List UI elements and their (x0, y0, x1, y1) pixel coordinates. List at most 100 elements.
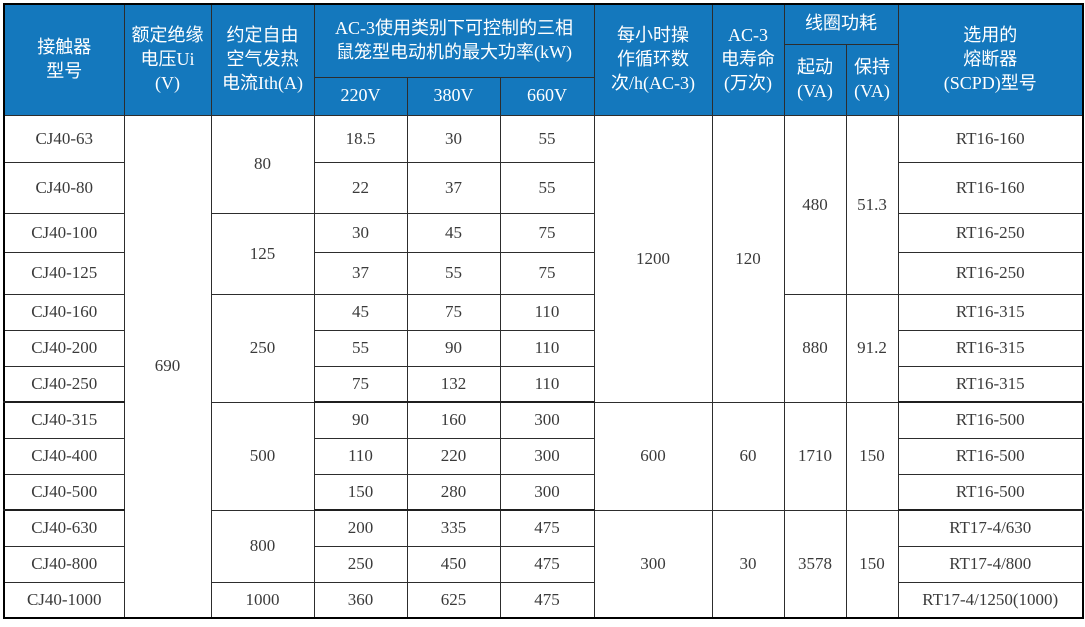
power-380-cell: 625 (406, 581, 501, 619)
contactor-spec-table: 接触器 型号 额定绝缘 电压Ui (V) 约定自由 空气发热 电流Ith(A) … (3, 3, 1084, 619)
model-cell: CJ40-100 (3, 212, 125, 253)
fuse-cell: RT17-4/800 (897, 545, 1084, 583)
table-row: CJ40-315 500 90 160 300 600 60 1710 150 … (3, 401, 1084, 511)
power-220-cell: 37 (313, 251, 408, 295)
fuse-cell: RT17-4/1250(1000) (897, 581, 1084, 619)
fuse-cell: RT16-500 (897, 401, 1084, 439)
table-row: CJ40-200 55 90 110 RT16-315 (3, 329, 1084, 367)
table-header: 接触器 型号 额定绝缘 电压Ui (V) 约定自由 空气发热 电流Ith(A) … (3, 3, 1084, 116)
model-cell: CJ40-160 (3, 293, 125, 331)
header-model: 接触器 型号 (3, 3, 125, 116)
power-380-cell: 90 (406, 329, 501, 367)
table-row: CJ40-800 250 450 475 RT17-4/800 (3, 545, 1084, 583)
ith-cell: 80 (210, 114, 315, 214)
power-220-cell: 150 (313, 473, 408, 511)
header-220v: 220V (313, 76, 408, 116)
fuse-cell: RT16-500 (897, 437, 1084, 475)
power-380-cell: 160 (406, 401, 501, 439)
table-row: CJ40-250 75 132 110 RT16-315 (3, 365, 1084, 403)
power-660-cell: 475 (499, 509, 595, 547)
header-rated-insulation-voltage: 额定绝缘 电压Ui (V) (123, 3, 212, 116)
power-660-cell: 475 (499, 581, 595, 619)
power-660-cell: 75 (499, 212, 595, 253)
power-220-cell: 250 (313, 545, 408, 583)
model-cell: CJ40-800 (3, 545, 125, 583)
table-body: CJ40-63 690 80 18.5 30 55 1200 120 480 5… (3, 114, 1084, 619)
fuse-cell: RT17-4/630 (897, 509, 1084, 547)
power-660-cell: 110 (499, 329, 595, 367)
fuse-cell: RT16-160 (897, 161, 1084, 214)
table-row: CJ40-1000 1000 360 625 475 RT17-4/1250(1… (3, 581, 1084, 619)
ith-cell: 250 (210, 293, 315, 403)
power-380-cell: 45 (406, 212, 501, 253)
header-electrical-life: AC-3 电寿命 (万次) (711, 3, 785, 116)
table-row: CJ40-500 150 280 300 RT16-500 (3, 473, 1084, 511)
ui-cell: 690 (123, 114, 212, 619)
table-row: CJ40-100 125 30 45 75 RT16-250 (3, 212, 1084, 295)
header-coil-start: 起动 (VA) (783, 43, 847, 116)
life-cell: 30 (711, 509, 785, 619)
fuse-cell: RT16-250 (897, 251, 1084, 295)
life-cell: 60 (711, 401, 785, 511)
ith-cell: 1000 (210, 581, 315, 619)
coil-hold-cell: 150 (845, 509, 899, 619)
power-220-cell: 55 (313, 329, 408, 367)
fuse-cell: RT16-315 (897, 293, 1084, 331)
fuse-cell: RT16-160 (897, 114, 1084, 163)
power-660-cell: 300 (499, 401, 595, 439)
ith-cell: 125 (210, 212, 315, 295)
table-row: CJ40-160 250 45 75 110 880 91.2 RT16-315 (3, 293, 1084, 403)
fuse-cell: RT16-250 (897, 212, 1084, 253)
model-cell: CJ40-630 (3, 509, 125, 547)
model-cell: CJ40-250 (3, 365, 125, 403)
coil-hold-cell: 150 (845, 401, 899, 511)
ops-cell: 600 (593, 401, 713, 511)
life-cell: 120 (711, 114, 785, 403)
header-row-3: 220V 380V 660V (4, 76, 1083, 116)
coil-hold-cell: 51.3 (845, 114, 899, 295)
power-660-cell: 55 (499, 114, 595, 163)
power-380-cell: 335 (406, 509, 501, 547)
power-380-cell: 450 (406, 545, 501, 583)
power-660-cell: 55 (499, 161, 595, 214)
power-380-cell: 220 (406, 437, 501, 475)
ith-cell: 500 (210, 401, 315, 511)
power-220-cell: 22 (313, 161, 408, 214)
power-220-cell: 75 (313, 365, 408, 403)
coil-start-cell: 480 (783, 114, 847, 295)
power-380-cell: 75 (406, 293, 501, 331)
model-cell: CJ40-500 (3, 473, 125, 511)
coil-start-cell: 880 (783, 293, 847, 403)
power-660-cell: 475 (499, 545, 595, 583)
header-380v: 380V (406, 76, 501, 116)
power-220-cell: 18.5 (313, 114, 408, 163)
model-cell: CJ40-1000 (3, 581, 125, 619)
coil-start-cell: 1710 (783, 401, 847, 511)
power-660-cell: 110 (499, 365, 595, 403)
table-row: CJ40-80 22 37 55 RT16-160 (3, 161, 1084, 214)
model-cell: CJ40-63 (3, 114, 125, 163)
coil-hold-cell: 91.2 (845, 293, 899, 403)
model-cell: CJ40-125 (3, 251, 125, 295)
header-660v: 660V (499, 76, 595, 116)
ith-cell: 800 (210, 509, 315, 583)
fuse-cell: RT16-500 (897, 473, 1084, 511)
power-660-cell: 300 (499, 437, 595, 475)
table-row: CJ40-125 37 55 75 RT16-250 (3, 251, 1084, 295)
power-380-cell: 55 (406, 251, 501, 295)
ops-cell: 1200 (593, 114, 713, 403)
header-power-group: AC-3使用类别下可控制的三相 鼠笼型电动机的最大功率(kW) (313, 3, 595, 78)
power-220-cell: 360 (313, 581, 408, 619)
power-380-cell: 37 (406, 161, 501, 214)
ops-cell: 300 (593, 509, 713, 619)
table-row: CJ40-63 690 80 18.5 30 55 1200 120 480 5… (3, 114, 1084, 619)
power-380-cell: 280 (406, 473, 501, 511)
model-cell: CJ40-200 (3, 329, 125, 367)
power-660-cell: 300 (499, 473, 595, 511)
fuse-cell: RT16-315 (897, 329, 1084, 367)
header-operating-cycles: 每小时操 作循环数 次/h(AC-3) (593, 3, 713, 116)
power-380-cell: 132 (406, 365, 501, 403)
coil-start-cell: 3578 (783, 509, 847, 619)
power-380-cell: 30 (406, 114, 501, 163)
